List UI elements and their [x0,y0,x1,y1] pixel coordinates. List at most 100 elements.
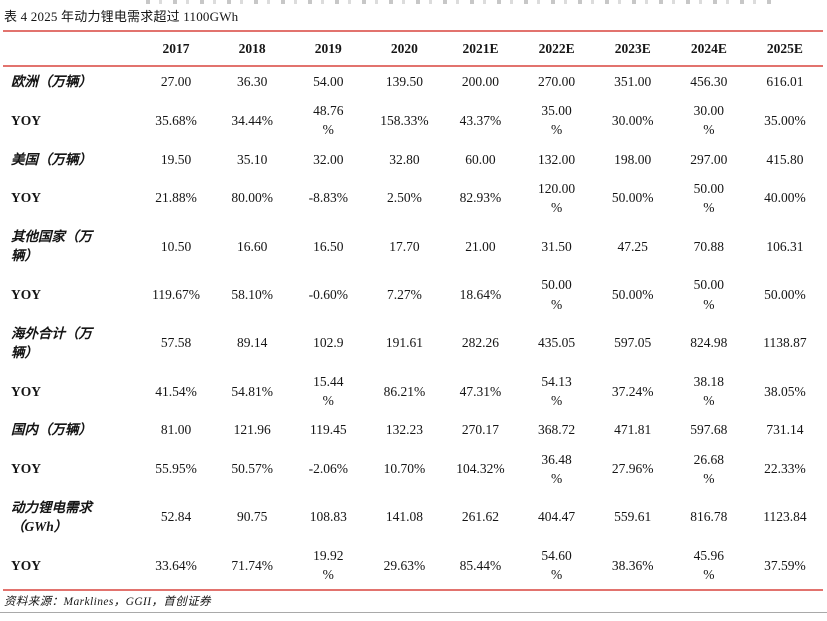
table-row: YOY 33.64% 71.74% 19.92 % 29.63% 85.44% 54.60 … [3,541,823,590]
value-cell: 48.76 % [313,103,344,138]
value-cell: 597.68 [690,422,728,438]
column-header: 2021E [442,31,519,68]
value-cell: 1123.84 [763,509,807,525]
value-cell: 17.70 [389,238,420,254]
value-cell: 132.00 [538,151,576,167]
value-cell: 52.84 [160,509,192,525]
column-header: 2017 [138,31,215,68]
value-cell: 54.00 [313,74,344,90]
value-cell: 456.30 [690,74,728,90]
value-cell: 55.95% [155,461,197,477]
value-cell: 37.24% [611,383,654,399]
value-cell: 40.00% [764,190,806,206]
table-row: YOY 35.68% 34.44% 48.76 % 158.33% 43.37% 35.00… [3,96,823,144]
value-cell: 261.62 [461,509,500,525]
value-cell: 80.00% [231,190,273,206]
source-note: 资料来源：Marklines，GGII，首创证券 [4,596,211,608]
value-cell: 50.00 % [693,180,724,215]
value-cell: 16.50 [313,238,344,254]
value-cell: 404.47 [538,509,576,525]
value-cell: 104.32% [456,461,505,477]
table-body: 欧洲（万辆） 27.00 36.30 54.00 139.50 200.00 270.00 3… [3,66,823,590]
value-cell: 270.00 [538,74,576,90]
value-cell: 54.60 % [541,548,572,583]
value-cell: 10.70% [383,461,426,477]
row-label: YOY [11,112,41,128]
value-cell: 191.61 [385,335,423,351]
table-title: 表 4 2025 年动力锂电需求超过 1100GWh [4,9,239,24]
column-header: 2020 [366,31,443,68]
table-row: 动力锂电需求 （GWh） 52.84 90.75 108.83 141.08 261.62… [3,493,823,541]
value-cell: 31.50 [541,238,572,254]
value-cell: 297.00 [690,151,728,167]
value-cell: 351.00 [614,74,652,90]
bottom-rule [0,612,827,613]
value-cell: 27.96% [611,461,654,477]
value-cell: -8.83% [308,190,348,206]
value-cell: 50.00% [764,286,806,302]
value-cell: 22.33% [764,461,806,477]
column-header: 2019 [290,31,367,68]
value-cell: 86.21% [383,383,426,399]
row-label: 美国（万辆） [11,151,92,167]
value-cell: 7.27% [386,286,422,302]
value-cell: 120.00 % [538,180,576,215]
value-cell: 2.50% [386,190,422,206]
value-cell: -2.06% [308,461,348,477]
value-cell: 16.60 [236,238,268,254]
value-cell: 816.78 [690,509,728,525]
value-cell: 30.00% [611,112,654,128]
value-cell: 50.00 % [541,277,572,312]
value-cell: 270.17 [461,422,500,438]
value-cell: 29.63% [383,557,426,573]
value-cell: 27.00 [160,74,192,90]
value-cell: 57.58 [160,335,192,351]
value-cell: 18.64% [459,286,502,302]
table-row: YOY 55.95% 50.57% -2.06% 10.70% 104.32% 36.48 … [3,445,823,493]
value-cell: 198.00 [614,151,652,167]
value-cell: 559.61 [614,509,652,525]
value-cell: 108.83 [309,509,347,525]
table-row: YOY 41.54% 54.81% 15.44 % 86.21% 47.31% 54.13 … [3,367,823,415]
table-row: 其他国家（万 辆） 10.50 16.60 16.50 17.70 21.00 31.50 4… [3,222,823,270]
table-row: 国内（万辆） 81.00 121.96 119.45 132.23 270.17 368.7… [3,415,823,444]
column-header: 2025E [746,31,823,68]
cropped-text-remnant [146,0,771,4]
value-cell: 141.08 [385,509,423,525]
value-cell: 282.26 [461,335,500,351]
row-label: 其他国家（万 辆） [11,229,92,264]
value-cell: 132.23 [385,422,423,438]
value-cell: 38.18 % [693,374,724,409]
value-cell: 81.00 [160,422,192,438]
row-label: 欧洲（万辆） [11,74,92,90]
value-cell: 32.80 [389,151,420,167]
corner-cell [3,31,138,68]
value-cell: 43.37% [459,112,502,128]
value-cell: 90.75 [236,509,268,525]
value-cell: 435.05 [538,335,576,351]
value-cell: 19.92 % [313,548,344,583]
value-cell: 70.88 [693,238,724,254]
value-cell: 119.45 [309,422,347,438]
value-cell: 71.74% [231,557,273,573]
value-cell: 121.96 [233,422,271,438]
column-header: 2018 [214,31,291,68]
value-cell: 368.72 [538,422,576,438]
row-label: 动力锂电需求 （GWh） [11,499,92,534]
value-cell: 60.00 [465,151,496,167]
value-cell: -0.60% [308,286,348,302]
value-cell: 21.00 [465,238,496,254]
value-cell: 15.44 % [313,374,344,409]
row-label: YOY [11,286,41,302]
value-cell: 415.80 [766,151,804,167]
value-cell: 50.00% [611,190,654,206]
value-cell: 54.13 % [541,374,572,409]
value-cell: 10.50 [160,238,192,254]
value-cell: 41.54% [155,383,197,399]
row-label: YOY [11,383,41,399]
value-cell: 58.10% [231,286,273,302]
value-cell: 85.44% [459,557,502,573]
value-cell: 35.10 [236,151,268,167]
value-cell: 47.31% [459,383,502,399]
